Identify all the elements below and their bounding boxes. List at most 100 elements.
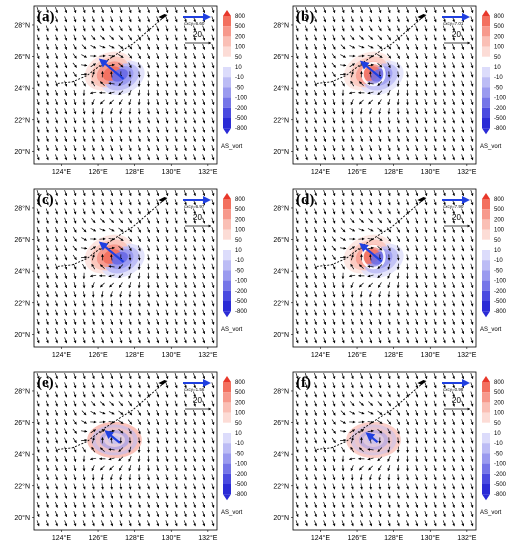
colorbar-tick-label: -100 — [494, 462, 507, 468]
wind-vector — [91, 135, 95, 142]
wind-vector — [193, 89, 196, 96]
wind-vector — [36, 135, 40, 142]
wind-vector — [82, 16, 86, 23]
wind-vector — [146, 43, 150, 50]
wind-vector — [378, 126, 382, 133]
colorbar-segment — [482, 290, 490, 301]
wind-vector — [90, 63, 97, 68]
y-tick-label: 26°N — [273, 53, 289, 61]
colorbar-segment — [482, 219, 490, 230]
wind-vector — [314, 25, 317, 32]
wind-vector — [147, 7, 150, 14]
x-tick-label: 132°E — [198, 351, 217, 359]
colorbar-segment — [482, 443, 490, 454]
wind-vector — [128, 16, 132, 23]
wind-vector — [332, 16, 336, 23]
colorbar-tick-label: -50 — [235, 85, 244, 91]
colorbar-segment — [482, 422, 490, 433]
colorbar-tick-label: -10 — [235, 75, 244, 81]
colorbar-segment — [482, 280, 490, 291]
y-tick-label: 22°N — [14, 116, 30, 124]
wind-vector — [55, 154, 58, 161]
wind-vector — [183, 99, 187, 106]
reference-vector-label: 20 — [452, 396, 461, 405]
wind-vector — [332, 7, 336, 14]
wind-vector — [442, 99, 446, 106]
wind-vector — [424, 71, 428, 78]
x-tick-label: 124°E — [52, 351, 71, 359]
colorbar: 800 500 200 100 50 10 -10 -50 -100 -200 -500 -800 — [223, 376, 248, 501]
wind-vector — [55, 43, 58, 50]
colorbar-segment — [223, 77, 231, 88]
wind-vector — [165, 62, 169, 69]
wind-vector — [387, 7, 391, 14]
colorbar-segment — [482, 97, 490, 108]
wind-vector — [174, 71, 178, 78]
wind-vector — [156, 154, 160, 161]
steering-flow-arrow — [98, 58, 125, 80]
wind-vector — [110, 154, 114, 161]
colorbar-tick-label: -50 — [494, 268, 503, 274]
wind-vector — [323, 16, 327, 23]
wind-vector — [202, 145, 206, 152]
colorbar-tick-label: 800 — [235, 197, 246, 203]
wind-vector — [147, 16, 150, 23]
colorbar: 800 500 200 100 50 10 -10 -50 -100 -200 -500 -800 — [482, 376, 507, 501]
wind-vector — [406, 135, 409, 142]
wind-vector — [424, 16, 428, 23]
wind-vector — [82, 117, 86, 124]
colorbar-tick-label: 10 — [494, 248, 501, 254]
wind-vector — [36, 62, 40, 69]
wind-vector — [323, 108, 327, 115]
wind-vector — [386, 44, 392, 50]
wind-vector — [174, 154, 178, 161]
wind-vector — [323, 117, 327, 124]
wind-vector — [341, 117, 345, 124]
colorbar-tick-label: -200 — [494, 289, 507, 295]
wind-vector — [295, 16, 299, 23]
wind-vector — [73, 117, 77, 124]
y-tick-label: 26°N — [273, 236, 289, 244]
wind-vector — [369, 145, 373, 152]
wind-vector — [137, 25, 141, 32]
wind-vector — [406, 7, 409, 14]
colorbar-segment — [482, 402, 490, 413]
wind-vector — [137, 62, 141, 69]
x-tick-label: 132°E — [457, 351, 476, 359]
wind-vector — [369, 108, 372, 115]
wind-vector — [91, 99, 95, 106]
wind-vector — [378, 135, 382, 142]
wind-vector — [202, 7, 206, 14]
panel-f: 124°E 126°E 128°E 130°E 132°E 28°N 26°N 24°N 22°… — [259, 366, 517, 549]
wind-vector — [424, 126, 428, 133]
colorbar-segment — [223, 453, 231, 464]
y-tick-label: 22°N — [273, 482, 289, 490]
wind-vector — [73, 43, 77, 50]
x-tick-label: 126°E — [88, 534, 107, 542]
wind-vector — [101, 16, 104, 23]
x-tick-label: 128°E — [125, 168, 144, 176]
colorbar-segment — [223, 290, 231, 301]
map-plot: 124°E 126°E 128°E 130°E 132°E 28°N 26°N 24°N 22°… — [14, 371, 248, 542]
wind-vector — [36, 117, 40, 124]
colorbar-segment — [482, 16, 490, 27]
y-tick-label: 24°N — [14, 85, 30, 93]
wind-vector — [137, 16, 141, 23]
colorbar-segment — [223, 280, 231, 291]
wind-vector — [174, 25, 178, 32]
wind-vector — [109, 35, 115, 40]
wind-vector — [174, 117, 178, 124]
colorbar-segment — [482, 26, 490, 37]
wind-vector — [331, 53, 336, 59]
colorbar-tick-label: 200 — [494, 217, 505, 223]
colorbar-segment — [482, 239, 490, 250]
wind-vector — [128, 126, 132, 133]
x-tick-label: 124°E — [52, 534, 71, 542]
wind-vector — [202, 53, 206, 60]
wind-vector — [156, 34, 160, 41]
wind-vector — [442, 89, 446, 96]
colorbar-segment — [223, 473, 231, 484]
wind-vector — [110, 117, 114, 124]
x-tick-label: 132°E — [457, 168, 476, 176]
wind-vector — [128, 135, 132, 142]
